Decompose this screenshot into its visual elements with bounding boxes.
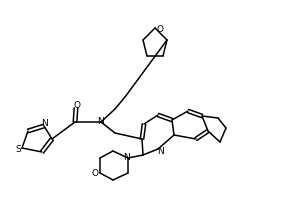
- Text: S: S: [15, 144, 21, 154]
- Text: N: N: [157, 146, 164, 156]
- Text: N: N: [124, 152, 130, 162]
- Text: O: O: [157, 24, 164, 33]
- Text: N: N: [42, 119, 48, 129]
- Text: O: O: [74, 100, 80, 110]
- Text: O: O: [92, 170, 98, 178]
- Text: N: N: [98, 116, 104, 126]
